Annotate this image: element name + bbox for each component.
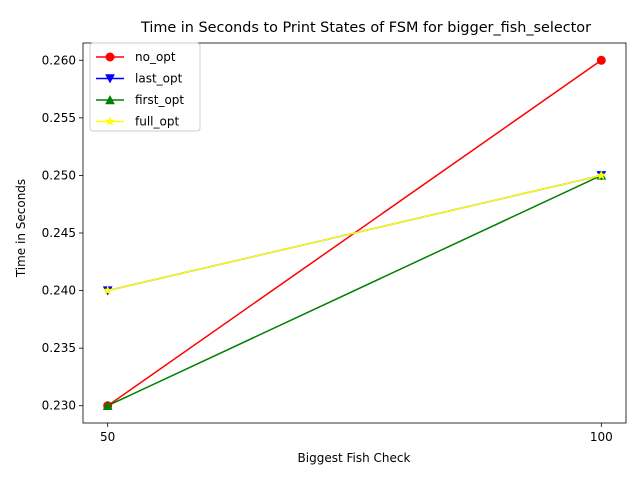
legend-label-first_opt: first_opt bbox=[135, 93, 184, 107]
legend-marker-first_opt bbox=[105, 94, 115, 105]
y-axis-label: Time in Seconds bbox=[14, 179, 28, 278]
data-point-first_opt bbox=[102, 400, 113, 410]
data-point-full_opt bbox=[596, 170, 607, 180]
x-tick-label: 100 bbox=[590, 430, 613, 444]
x-axis-label: Biggest Fish Check bbox=[298, 451, 411, 465]
y-tick-label: 0.250 bbox=[42, 168, 76, 182]
legend-label-last_opt: last_opt bbox=[135, 72, 183, 86]
y-tick-label: 0.235 bbox=[42, 341, 76, 355]
data-point-no_opt bbox=[596, 55, 606, 65]
axes-frame bbox=[82, 42, 627, 424]
series-line-first_opt bbox=[107, 174, 602, 407]
series-line-full_opt bbox=[107, 174, 602, 292]
plot-area: 0.230 0.235 0.240 0.245 0.250 0.255 0.260 50 100… bbox=[42, 42, 627, 444]
x-tick-label: 50 bbox=[100, 430, 115, 444]
legend-marker-no_opt bbox=[105, 52, 115, 62]
legend-marker-last_opt bbox=[105, 74, 115, 84]
y-tick-label: 0.255 bbox=[42, 111, 76, 125]
legend-marker-full_opt bbox=[105, 116, 115, 126]
data-point-full_opt bbox=[102, 285, 113, 295]
y-tick-label: 0.240 bbox=[42, 284, 76, 298]
y-tick-label: 0.230 bbox=[42, 399, 76, 413]
legend-label-no_opt: no_opt bbox=[135, 50, 176, 64]
legend-label-full_opt: full_opt bbox=[135, 115, 179, 129]
y-tick-label: 0.260 bbox=[42, 53, 76, 67]
y-tick-label: 0.245 bbox=[42, 226, 76, 240]
chart-title: Time in Seconds to Print States of FSM f… bbox=[140, 20, 591, 36]
legend-box bbox=[89, 42, 201, 132]
